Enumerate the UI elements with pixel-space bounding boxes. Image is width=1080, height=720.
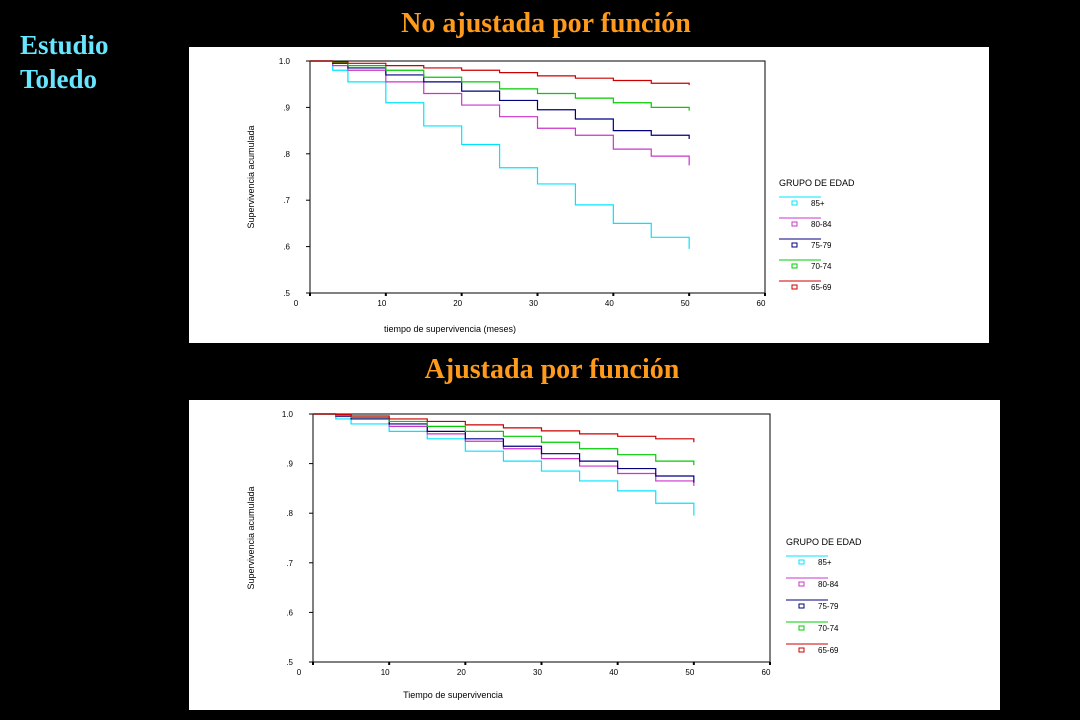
- legend-marker-80-84: [791, 221, 798, 227]
- x-tick-label: 20: [457, 668, 466, 677]
- series-line-70-74: [313, 413, 695, 466]
- y-tick-label: .6: [283, 243, 290, 252]
- legend-marker-70-74: [791, 263, 798, 269]
- survival-chart-unadjusted: .5 .6 .7 .8 .9 1.0 0 10 20 30 40 50 60 Supervivencia …: [246, 57, 855, 334]
- chart-title-unadjusted: No ajustada por función: [401, 8, 691, 39]
- legend-marker-85+: [791, 200, 798, 206]
- legend-label: 70-74: [811, 262, 832, 271]
- legend-label: 85+: [818, 558, 832, 567]
- legend-title: GRUPO DE EDAD: [786, 537, 862, 547]
- series-line-85+: [313, 413, 695, 516]
- y-tick-label: 1.0: [282, 410, 294, 419]
- x-tick-label: 60: [757, 299, 766, 308]
- y-tick-label: .9: [283, 103, 290, 112]
- x-tick-label: 50: [685, 668, 694, 677]
- legend-label: 80-84: [811, 220, 832, 229]
- x-tick-label: 60: [762, 668, 771, 677]
- x-axis-label: tiempo de supervivencia (meses): [384, 324, 516, 334]
- x-tick-label: 50: [681, 299, 690, 308]
- y-tick-label: 1.0: [279, 57, 291, 66]
- y-tick-label: .5: [286, 658, 293, 667]
- x-tick-label: 40: [609, 668, 618, 677]
- series-line-65-69: [313, 413, 695, 443]
- study-label: Estudio Toledo: [20, 28, 109, 96]
- survival-chart-adjusted: .5 .6 .7 .8 .9 1.0 0 10 20 30 40 50 60 Supervivencia …: [246, 410, 862, 700]
- y-tick-label: .7: [283, 196, 290, 205]
- legend-marker-65-69: [798, 647, 805, 653]
- y-tick-label: .8: [286, 509, 293, 518]
- y-tick-label: .9: [286, 460, 293, 469]
- x-tick-label: 10: [381, 668, 390, 677]
- legend-label: 85+: [811, 199, 825, 208]
- chart-panel-unadjusted: .5 .6 .7 .8 .9 1.0 0 10 20 30 40 50 60 Supervivencia …: [189, 47, 989, 343]
- series-line-65-69: [310, 60, 690, 86]
- series-line-85+: [310, 60, 690, 249]
- series-line-80-84: [310, 60, 690, 166]
- legend-marker-75-79: [791, 242, 798, 248]
- x-tick-label: 30: [529, 299, 538, 308]
- x-axis-label: Tiempo de supervivencia: [403, 690, 503, 700]
- study-label-line-1: Estudio: [20, 30, 109, 60]
- legend-marker-75-79: [798, 603, 805, 609]
- y-axis-label: Supervivencia acumulada: [246, 125, 256, 228]
- legend-label: 75-79: [818, 602, 839, 611]
- x-tick-label: 40: [605, 299, 614, 308]
- legend-marker-70-74: [798, 625, 805, 631]
- series-line-70-74: [310, 60, 690, 111]
- series-line-75-79: [310, 60, 690, 139]
- legend-label: 80-84: [818, 580, 839, 589]
- legend-label: 65-69: [811, 283, 832, 292]
- x-tick-label: 0: [297, 668, 302, 677]
- x-tick-label: 10: [377, 299, 386, 308]
- x-tick-label: 30: [533, 668, 542, 677]
- y-tick-label: .6: [286, 608, 293, 617]
- study-label-line-2: Toledo: [20, 64, 98, 94]
- y-tick-label: .7: [286, 559, 293, 568]
- legend-title: GRUPO DE EDAD: [779, 178, 855, 188]
- legend-label: 75-79: [811, 241, 832, 250]
- y-tick-label: .8: [283, 150, 290, 159]
- legend-marker-80-84: [798, 581, 805, 587]
- legend-marker-85+: [798, 559, 805, 565]
- legend-label: 65-69: [818, 646, 839, 655]
- chart-title-adjusted: Ajustada por función: [424, 354, 680, 385]
- x-tick-label: 20: [453, 299, 462, 308]
- legend-label: 70-74: [818, 624, 839, 633]
- y-axis-label: Supervivencia acumulada: [246, 486, 256, 589]
- legend-marker-65-69: [791, 284, 798, 290]
- x-tick-label: 0: [294, 299, 299, 308]
- chart-panel-adjusted: .5 .6 .7 .8 .9 1.0 0 10 20 30 40 50 60 Supervivencia …: [189, 400, 1000, 710]
- y-tick-label: .5: [283, 289, 290, 298]
